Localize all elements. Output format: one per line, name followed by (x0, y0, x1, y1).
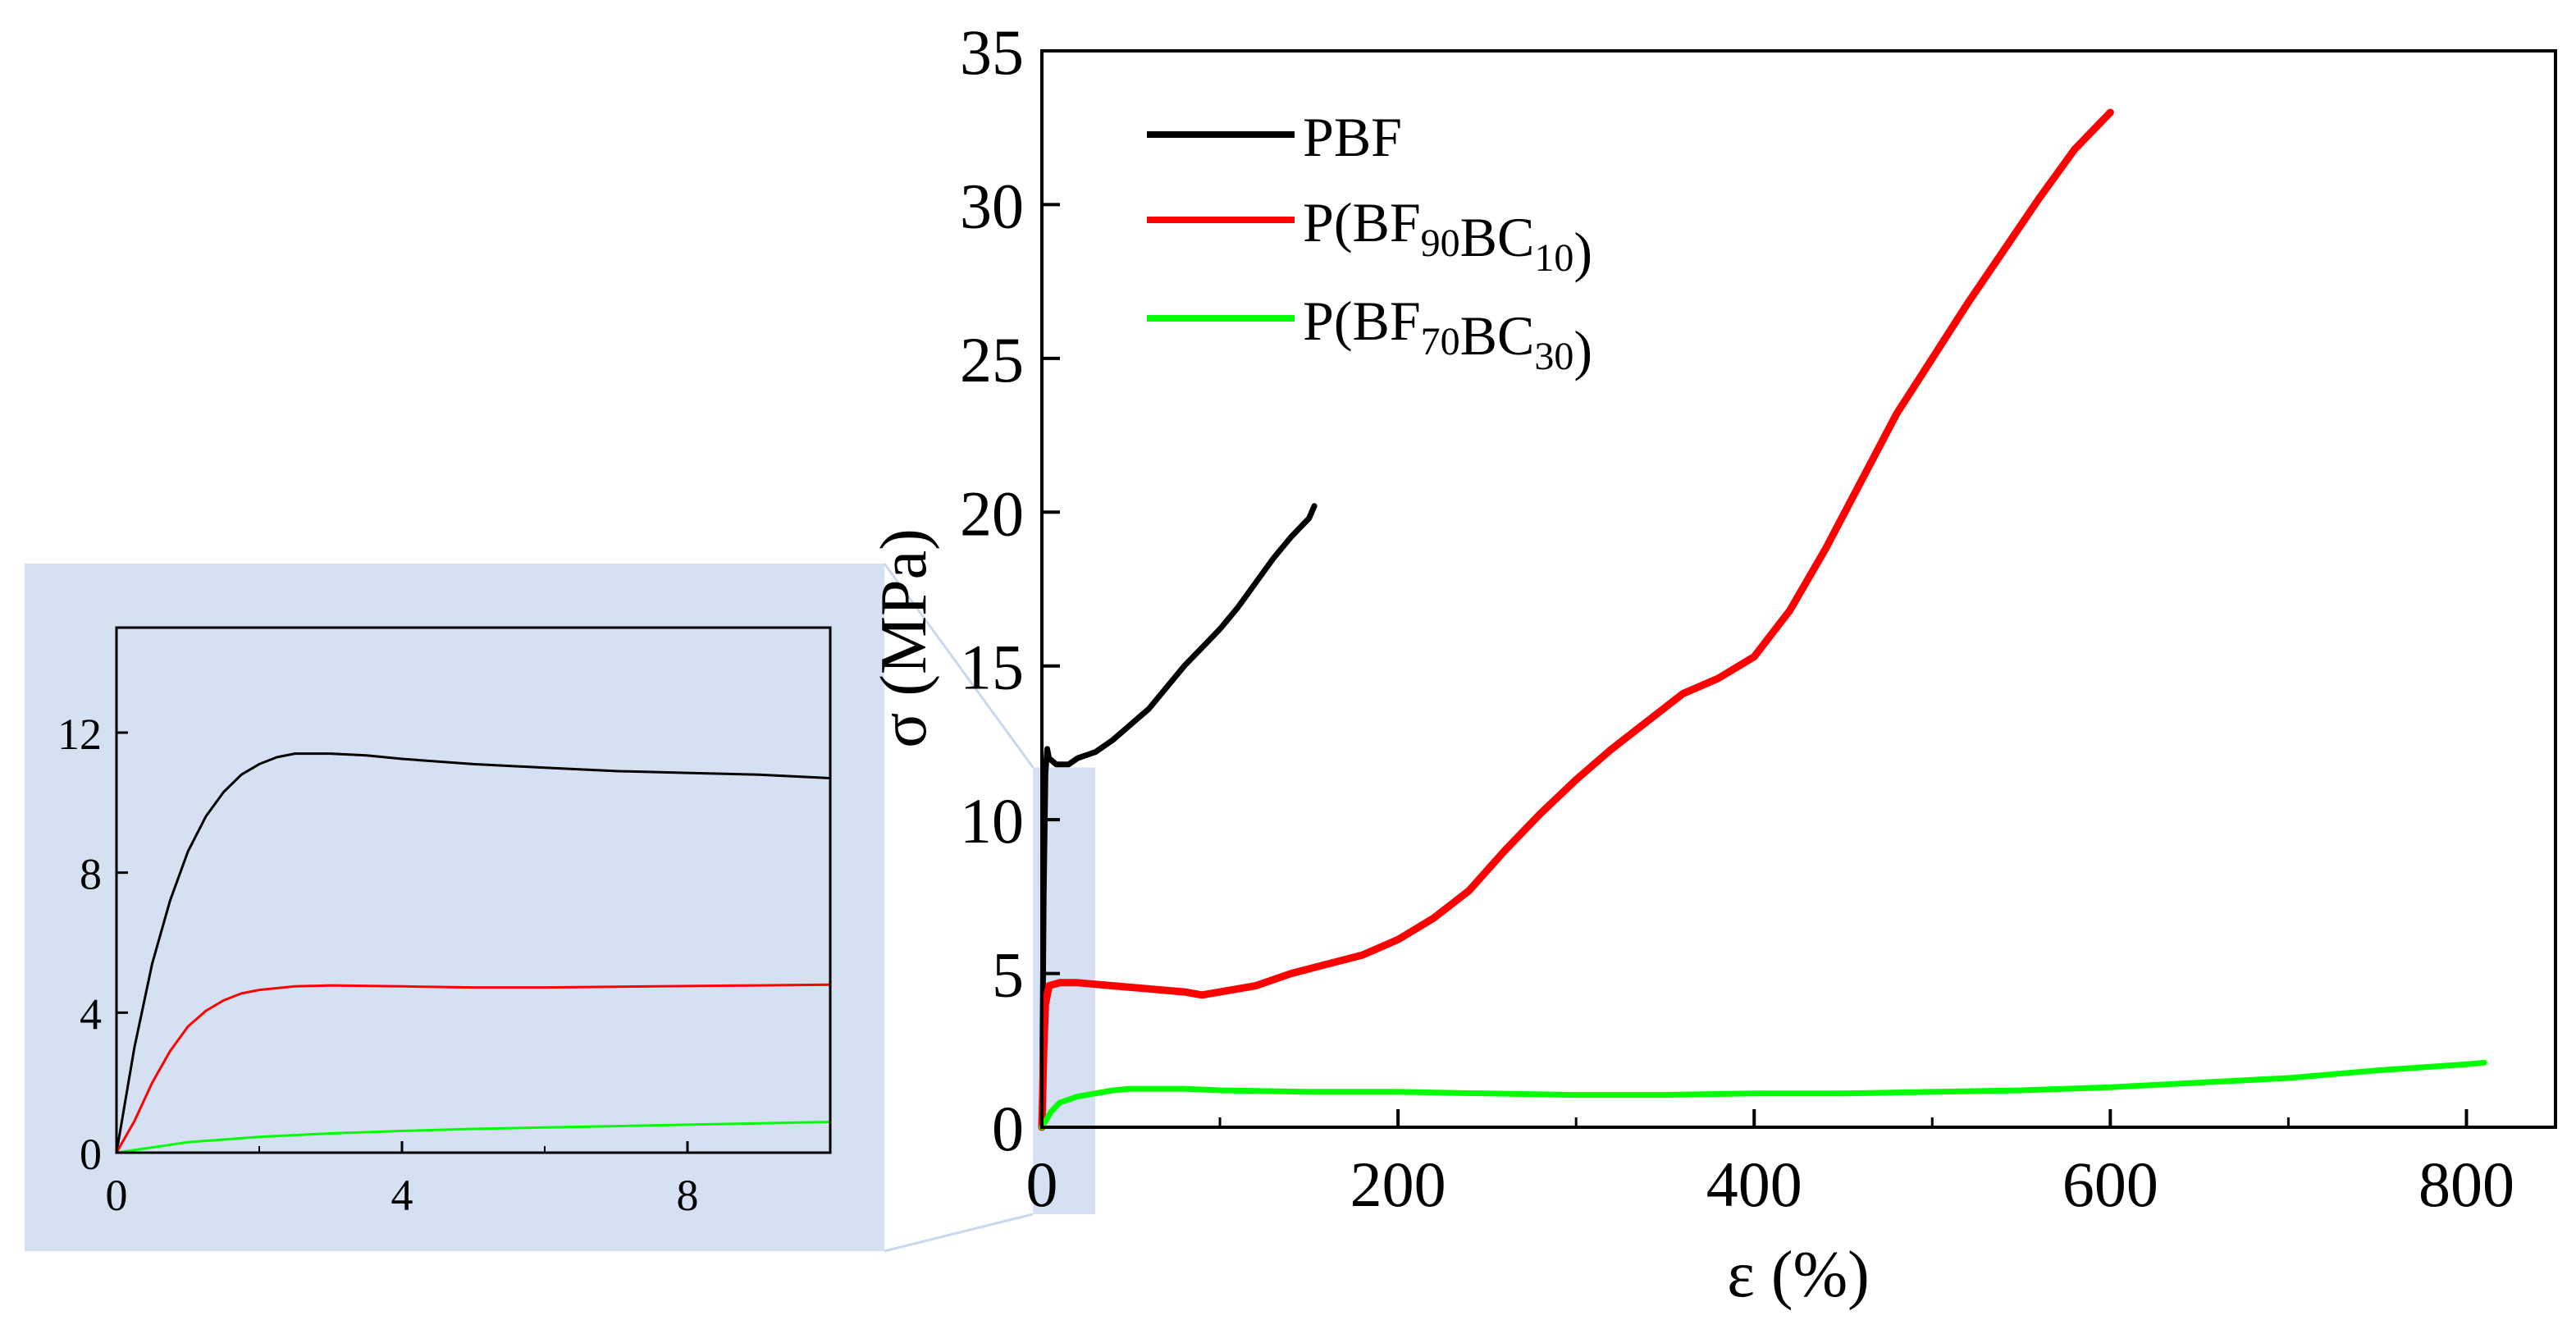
x-tick-label: 0 (1026, 1149, 1058, 1220)
y-tick-label: 35 (960, 16, 1024, 88)
inset-tick-labels-group: 0 4 8 0 4 8 12 (57, 710, 699, 1220)
main-series-group (1038, 108, 2487, 1131)
zoom-connector-bottom (884, 1213, 1034, 1253)
legend-label-series-p-bf70bc30-: P(BF70BC30) (1303, 290, 1592, 381)
main-ticks-group (1040, 49, 2469, 1129)
x-tick-label: 200 (1350, 1149, 1446, 1220)
inset-series-line-pbf (115, 752, 831, 1153)
legend-label-series-p-bf90bc10-: P(BF90BC10) (1303, 191, 1592, 283)
legend: PBF P(BF90BC10)P(BF70BC30) (1147, 106, 1592, 381)
inset-y-tick-label: 4 (80, 989, 102, 1039)
main-plot-frame (1040, 49, 2557, 1129)
x-tick-label: 400 (1706, 1149, 1802, 1220)
inset-y-tick-label: 8 (80, 850, 102, 899)
inset-x-tick-label: 8 (677, 1171, 699, 1220)
series-line-pbf (1039, 503, 1318, 1131)
y-tick-label: 20 (960, 477, 1024, 549)
inset-series-line-p-bf70bc30- (116, 1121, 831, 1154)
main-tick-labels-group: 0 200 400 600 800 0 5 10 15 20 25 30 35 (960, 16, 2514, 1220)
inset-series-line-p-bf90bc10- (115, 983, 831, 1153)
series-line-p-bf70bc30- (1039, 1059, 2487, 1131)
inset-plot-frame (115, 626, 832, 1154)
inset-y-tick-label: 12 (57, 710, 102, 759)
y-tick-label: 15 (960, 632, 1024, 703)
x-axis-title: ε (%) (1727, 1239, 1870, 1311)
inset-series-group (115, 752, 831, 1154)
zoom-connector-top (883, 563, 1035, 769)
x-tick-label: 600 (2062, 1149, 2158, 1220)
inset-x-tick-label: 4 (391, 1171, 413, 1220)
x-tick-label: 800 (2418, 1149, 2514, 1220)
inset-ticks-group (115, 731, 831, 1154)
y-axis-title: σ (MPa) (868, 528, 940, 748)
inset-x-tick-label: 0 (106, 1171, 128, 1220)
legend-label-series-pbf: PBF (1303, 106, 1402, 168)
y-tick-label: 5 (992, 939, 1024, 1011)
y-tick-label: 10 (960, 785, 1024, 857)
y-tick-label: 25 (960, 324, 1024, 395)
inset-y-tick-label: 0 (80, 1130, 102, 1179)
y-tick-label: 0 (992, 1093, 1024, 1164)
series-line-p-bf90bc10- (1038, 108, 2114, 1131)
y-tick-label: 30 (960, 170, 1024, 241)
